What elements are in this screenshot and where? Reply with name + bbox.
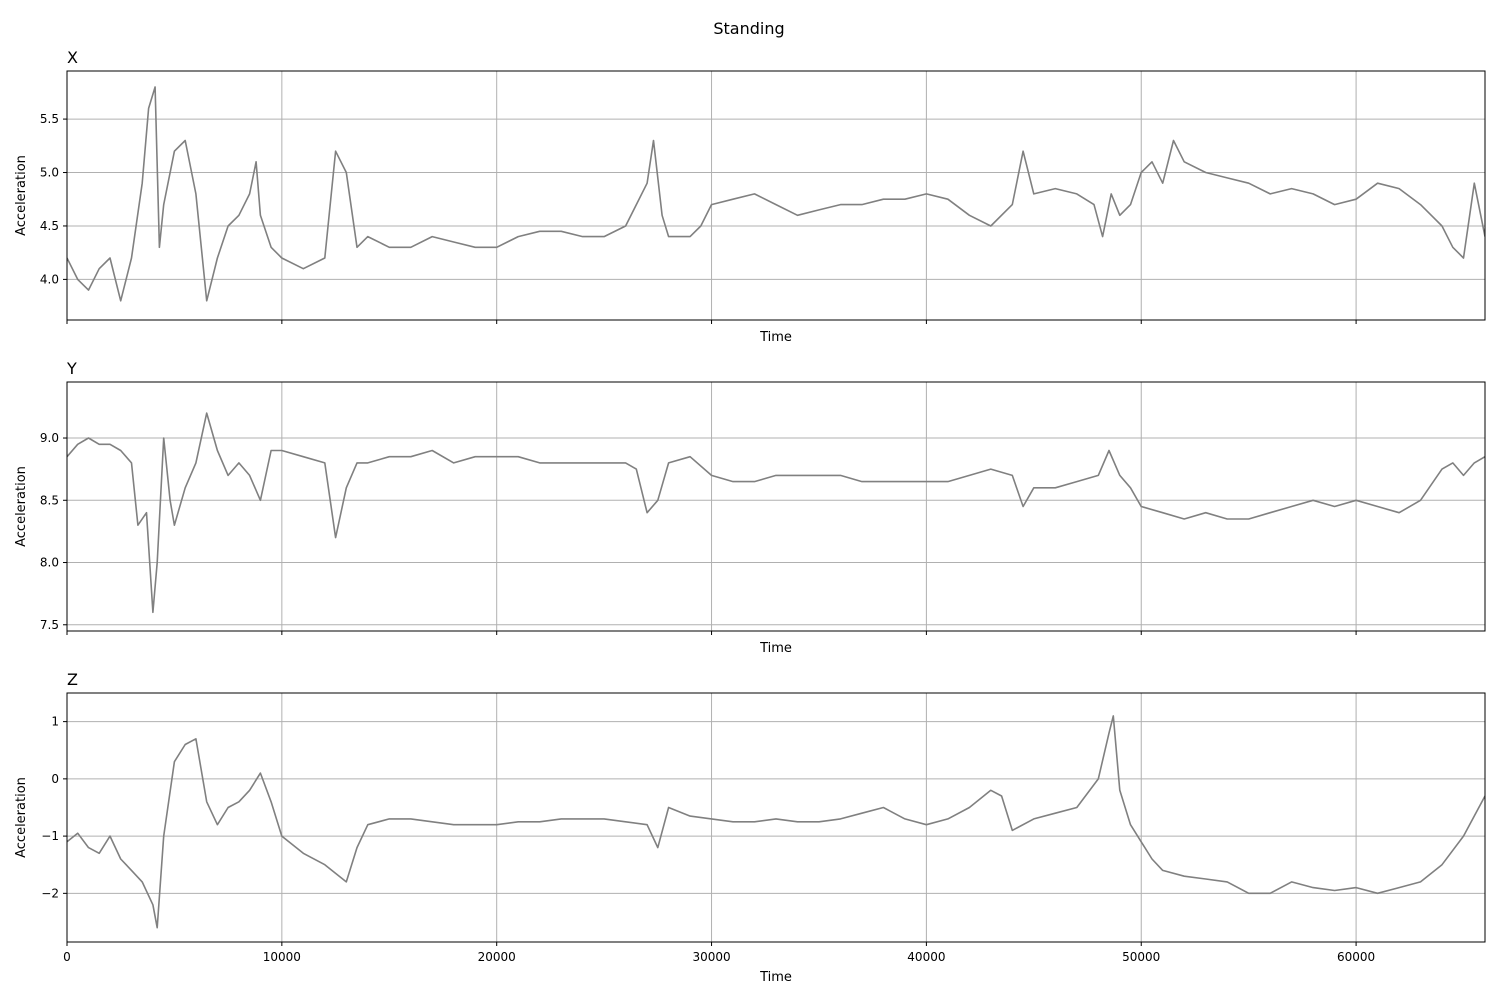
subplot-x: 4.0 4.5 5.0 5.5 X Time Acceleration	[14, 48, 1486, 345]
subplot-y: 7.5 8.0 8.5 9.0 Y Time Acceleration	[14, 359, 1486, 656]
series-line-z	[67, 715, 1485, 929]
y-tick-label: −2	[41, 886, 59, 900]
axes-frame	[66, 381, 1486, 632]
series-line-x	[67, 86, 1485, 302]
subplot-z: 0 10000 20000 30000 40000 50000 60000 −2 −1 0 1 Z Ti…	[14, 670, 1486, 985]
figure-title: Standing	[713, 19, 784, 38]
x-axis-label: Time	[759, 641, 792, 656]
subplot-title-z: Z	[67, 670, 78, 689]
y-tick-label: 8.5	[40, 493, 59, 507]
y-tick-label: 4.5	[40, 219, 59, 233]
x-axis-label: Time	[759, 970, 792, 985]
y-tick-label: 5.0	[40, 166, 59, 180]
y-tick-label: 9.0	[40, 431, 59, 445]
x-tick-label: 30000	[692, 950, 730, 964]
subplot-title-x: X	[67, 48, 78, 67]
x-axis-label: Time	[759, 330, 792, 345]
y-tick-label: 1	[51, 715, 59, 729]
y-axis-label: Acceleration	[14, 466, 29, 547]
y-tick-label: −1	[41, 829, 59, 843]
x-tick-label: 50000	[1122, 950, 1160, 964]
y-tick-label: 7.5	[40, 618, 59, 632]
x-tick-label: 60000	[1337, 950, 1375, 964]
series-line-y	[67, 412, 1485, 614]
axes-frame	[66, 692, 1486, 943]
x-tick-label: 0	[63, 950, 71, 964]
y-tick-label: 8.0	[40, 556, 59, 570]
subplot-title-y: Y	[66, 359, 77, 378]
y-axis-label: Acceleration	[14, 155, 29, 236]
axes-frame	[66, 70, 1486, 321]
subplot-stack: 4.0 4.5 5.0 5.5 X Time Acceleration 7.5 8.0 8.5 9.…	[14, 48, 1486, 985]
y-tick-label: 0	[51, 772, 59, 786]
y-tick-label: 4.0	[40, 272, 59, 286]
x-tick-label: 20000	[478, 950, 516, 964]
x-tick-label: 40000	[907, 950, 945, 964]
x-tick-label: 10000	[263, 950, 301, 964]
y-tick-label: 5.5	[40, 112, 59, 126]
y-axis-label: Acceleration	[14, 777, 29, 858]
